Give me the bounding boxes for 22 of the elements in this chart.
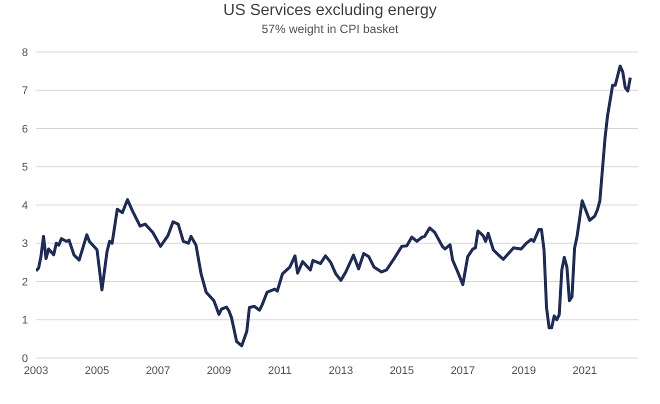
x-tick-label: 2011: [268, 364, 292, 377]
y-tick-label: 6: [22, 123, 28, 136]
chart-title: US Services excluding energy: [222, 2, 438, 20]
y-tick-label: 1: [22, 314, 28, 327]
x-tick-label: 2017: [450, 364, 476, 377]
y-tick-label: 7: [22, 85, 28, 98]
x-tick-label: 2015: [390, 364, 414, 377]
x-tick-label: 2005: [84, 364, 110, 377]
chart-subtitle: 57% weight in CPI basket: [260, 22, 400, 36]
x-tick-label: 2019: [512, 364, 536, 377]
y-tick-label: 0: [22, 352, 28, 365]
y-tick-label: 8: [22, 46, 28, 59]
line-series: [36, 64, 632, 348]
y-tick-label: 5: [22, 162, 28, 174]
x-tick-label: 2007: [146, 364, 170, 377]
x-tick-label: 2021: [572, 364, 597, 377]
y-tick-label: 4: [22, 200, 28, 212]
x-tick-label: 2009: [206, 364, 232, 377]
x-tick-label: 2013: [328, 364, 354, 377]
y-tick-label: 3: [22, 238, 28, 250]
x-tick-label: 2003: [24, 364, 48, 377]
y-tick-label: 2: [22, 276, 28, 288]
